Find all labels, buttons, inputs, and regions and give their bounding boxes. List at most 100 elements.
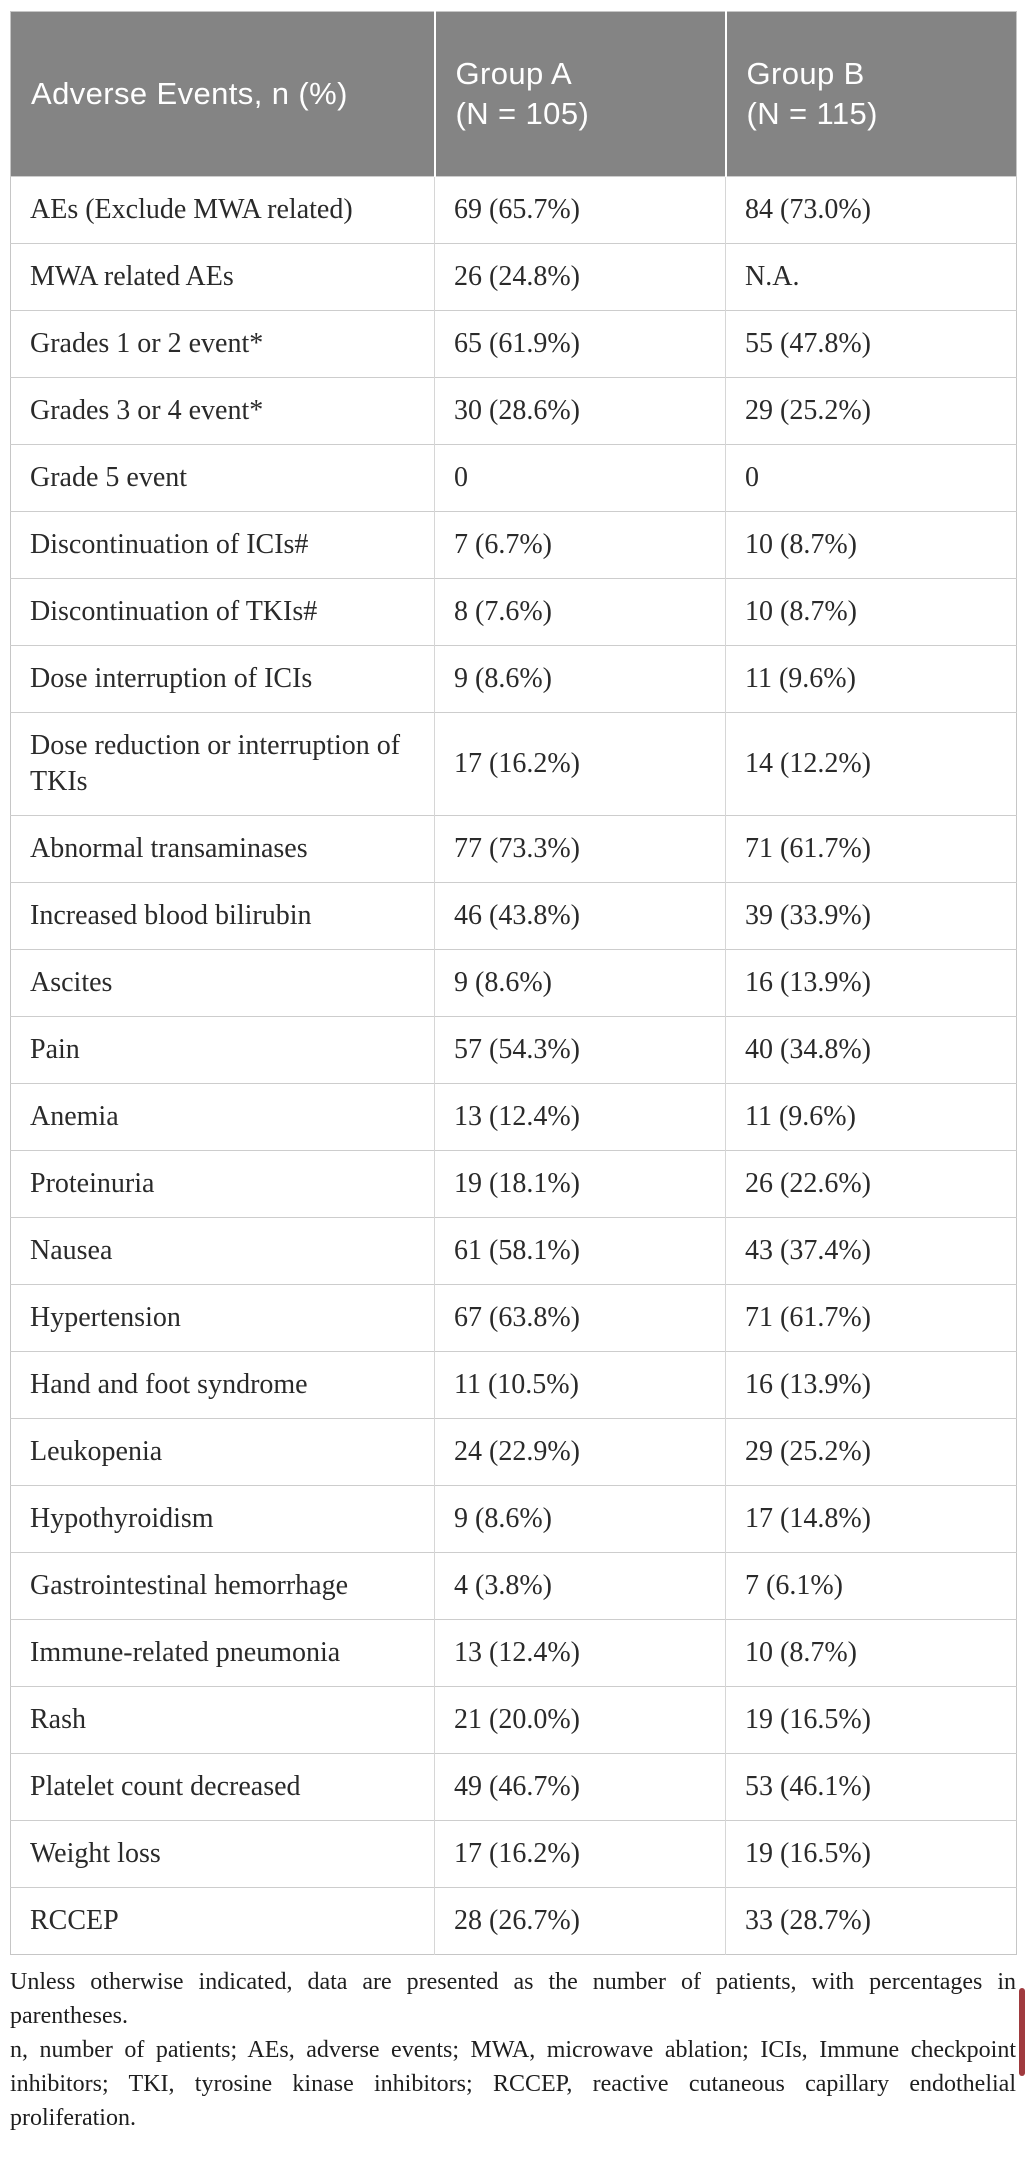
table-row: Gastrointestinal hemorrhage 4 (3.8%) 7 (… [10,1552,1017,1620]
table-row: Grades 1 or 2 event* 65 (61.9%) 55 (47.8… [10,310,1017,378]
event-name-cell: Grades 1 or 2 event* [10,310,435,378]
group-a-value-cell: 46 (43.8%) [434,882,726,950]
group-a-value-cell: 61 (58.1%) [434,1217,726,1285]
event-name-cell: Dose reduction or interruption of TKIs [10,712,435,816]
header-adverse-events-label: Adverse Events, n (%) [31,76,348,111]
event-name-cell: RCCEP [10,1887,435,1955]
footnote-abbreviations: n, number of patients; AEs, adverse even… [10,2037,1016,2131]
event-name-cell: AEs (Exclude MWA related) [10,176,435,244]
group-a-value-cell: 13 (12.4%) [434,1083,726,1151]
table-row: Leukopenia 24 (22.9%) 29 (25.2%) [10,1418,1017,1486]
event-name-cell: Grades 3 or 4 event* [10,377,435,445]
group-b-value-cell: 71 (61.7%) [725,815,1017,883]
event-name-cell: Rash [10,1686,435,1754]
group-b-value-cell: 0 [725,444,1017,512]
group-b-value-cell: 40 (34.8%) [725,1016,1017,1084]
table-row: Dose interruption of ICIs 9 (8.6%) 11 (9… [10,645,1017,713]
adverse-events-table: Adverse Events, n (%) Group A (N = 105) … [10,11,1017,1955]
header-group-b: Group B (N = 115) [724,11,1017,177]
group-b-value-cell: 10 (8.7%) [725,511,1017,579]
group-b-value-cell: 39 (33.9%) [725,882,1017,950]
table-row: Increased blood bilirubin 46 (43.8%) 39 … [10,882,1017,950]
footnotes: Unless otherwise indicated, data are pre… [10,1965,1016,2135]
group-b-value-cell: 10 (8.7%) [725,578,1017,646]
table-row: Hypothyroidism 9 (8.6%) 17 (14.8%) [10,1485,1017,1553]
table-row: Discontinuation of TKIs# 8 (7.6%) 10 (8.… [10,578,1017,646]
header-row: Adverse Events, n (%) Group A (N = 105) … [10,11,1017,177]
group-a-value-cell: 24 (22.9%) [434,1418,726,1486]
group-b-value-cell: 29 (25.2%) [725,1418,1017,1486]
header-group-a: Group A (N = 105) [433,11,726,177]
group-a-value-cell: 21 (20.0%) [434,1686,726,1754]
event-name-cell: Proteinuria [10,1150,435,1218]
table-row: Nausea 61 (58.1%) 43 (37.4%) [10,1217,1017,1285]
group-b-value-cell: 26 (22.6%) [725,1150,1017,1218]
table-row: Abnormal transaminases 77 (73.3%) 71 (61… [10,815,1017,883]
group-b-value-cell: 16 (13.9%) [725,1351,1017,1419]
table-row: Weight loss 17 (16.2%) 19 (16.5%) [10,1820,1017,1888]
header-group-a-n: (N = 105) [455,96,590,131]
table-row: Pain 57 (54.3%) 40 (34.8%) [10,1016,1017,1084]
header-group-b-title: Group B [746,56,865,91]
event-name-cell: Increased blood bilirubin [10,882,435,950]
event-name-cell: MWA related AEs [10,243,435,311]
event-name-cell: Anemia [10,1083,435,1151]
group-b-value-cell: 43 (37.4%) [725,1217,1017,1285]
group-a-value-cell: 49 (46.7%) [434,1753,726,1821]
footnote-presentation: Unless otherwise indicated, data are pre… [10,1969,1016,2029]
event-name-cell: Discontinuation of TKIs# [10,578,435,646]
event-name-cell: Ascites [10,949,435,1017]
event-name-cell: Hypothyroidism [10,1485,435,1553]
event-name-cell: Grade 5 event [10,444,435,512]
group-b-value-cell: 11 (9.6%) [725,1083,1017,1151]
table-row: Hand and foot syndrome 11 (10.5%) 16 (13… [10,1351,1017,1419]
group-a-value-cell: 17 (16.2%) [434,1820,726,1888]
group-b-value-cell: 84 (73.0%) [725,176,1017,244]
group-a-value-cell: 7 (6.7%) [434,511,726,579]
table-row: RCCEP 28 (26.7%) 33 (28.7%) [10,1887,1017,1955]
event-name-cell: Platelet count decreased [10,1753,435,1821]
table-row: Grade 5 event 0 0 [10,444,1017,512]
event-name-cell: Dose interruption of ICIs [10,645,435,713]
group-a-value-cell: 9 (8.6%) [434,645,726,713]
header-group-b-n: (N = 115) [746,96,878,131]
table-row: Hypertension 67 (63.8%) 71 (61.7%) [10,1284,1017,1352]
group-b-value-cell: 17 (14.8%) [725,1485,1017,1553]
table-row: MWA related AEs 26 (24.8%) N.A. [10,243,1017,311]
table-row: Ascites 9 (8.6%) 16 (13.9%) [10,949,1017,1017]
group-a-value-cell: 0 [434,444,726,512]
group-b-value-cell: 11 (9.6%) [725,645,1017,713]
event-name-cell: Hypertension [10,1284,435,1352]
group-a-value-cell: 13 (12.4%) [434,1619,726,1687]
event-name-cell: Pain [10,1016,435,1084]
table-row: Rash 21 (20.0%) 19 (16.5%) [10,1686,1017,1754]
group-a-value-cell: 9 (8.6%) [434,1485,726,1553]
group-a-value-cell: 17 (16.2%) [434,712,726,816]
group-b-value-cell: 10 (8.7%) [725,1619,1017,1687]
table-row: Platelet count decreased 49 (46.7%) 53 (… [10,1753,1017,1821]
header-group-a-title: Group A [455,56,573,91]
group-a-value-cell: 26 (24.8%) [434,243,726,311]
group-a-value-cell: 69 (65.7%) [434,176,726,244]
group-a-value-cell: 8 (7.6%) [434,578,726,646]
table-row: Immune-related pneumonia 13 (12.4%) 10 (… [10,1619,1017,1687]
event-name-cell: Discontinuation of ICIs# [10,511,435,579]
table-body: AEs (Exclude MWA related) 69 (65.7%) 84 … [10,176,1017,1955]
group-a-value-cell: 9 (8.6%) [434,949,726,1017]
event-name-cell: Nausea [10,1217,435,1285]
table-row: Discontinuation of ICIs# 7 (6.7%) 10 (8.… [10,511,1017,579]
group-b-value-cell: 14 (12.2%) [725,712,1017,816]
group-a-value-cell: 57 (54.3%) [434,1016,726,1084]
event-name-cell: Leukopenia [10,1418,435,1486]
event-name-cell: Weight loss [10,1820,435,1888]
group-b-value-cell: 33 (28.7%) [725,1887,1017,1955]
group-a-value-cell: 28 (26.7%) [434,1887,726,1955]
event-name-cell: Abnormal transaminases [10,815,435,883]
group-a-value-cell: 11 (10.5%) [434,1351,726,1419]
group-b-value-cell: 55 (47.8%) [725,310,1017,378]
group-a-value-cell: 77 (73.3%) [434,815,726,883]
group-a-value-cell: 30 (28.6%) [434,377,726,445]
group-b-value-cell: 19 (16.5%) [725,1820,1017,1888]
table-row: Dose reduction or interruption of TKIs 1… [10,712,1017,816]
